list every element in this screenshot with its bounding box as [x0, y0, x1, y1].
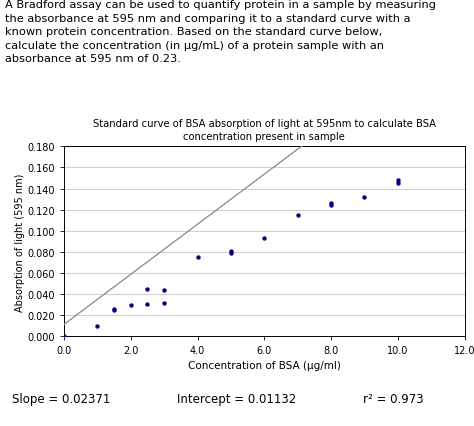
Point	[144, 300, 151, 307]
Point	[110, 307, 118, 314]
Point	[194, 254, 201, 261]
Point	[127, 302, 135, 308]
Text: Intercept = 0.01132: Intercept = 0.01132	[177, 392, 297, 405]
Point	[361, 194, 368, 201]
Text: r² = 0.973: r² = 0.973	[363, 392, 424, 405]
Point	[160, 287, 168, 294]
Point	[327, 202, 335, 209]
Point	[394, 181, 401, 187]
Point	[261, 235, 268, 242]
Point	[294, 212, 301, 219]
Point	[110, 306, 118, 313]
Point	[60, 333, 68, 340]
Text: Slope = 0.02371: Slope = 0.02371	[12, 392, 111, 405]
Text: A Bradford assay can be used to quantify protein in a sample by measuring
the ab: A Bradford assay can be used to quantify…	[5, 0, 436, 64]
Point	[160, 299, 168, 306]
Point	[93, 322, 101, 329]
Point	[144, 286, 151, 293]
Point	[227, 250, 235, 257]
Point	[227, 248, 235, 255]
X-axis label: Concentration of BSA (μg/ml): Concentration of BSA (μg/ml)	[188, 360, 341, 370]
Title: Standard curve of BSA absorption of light at 595nm to calculate BSA
concentratio: Standard curve of BSA absorption of ligh…	[93, 119, 436, 142]
Point	[327, 200, 335, 207]
Y-axis label: Absorption of light (595 nm): Absorption of light (595 nm)	[15, 173, 25, 311]
Point	[394, 177, 401, 184]
